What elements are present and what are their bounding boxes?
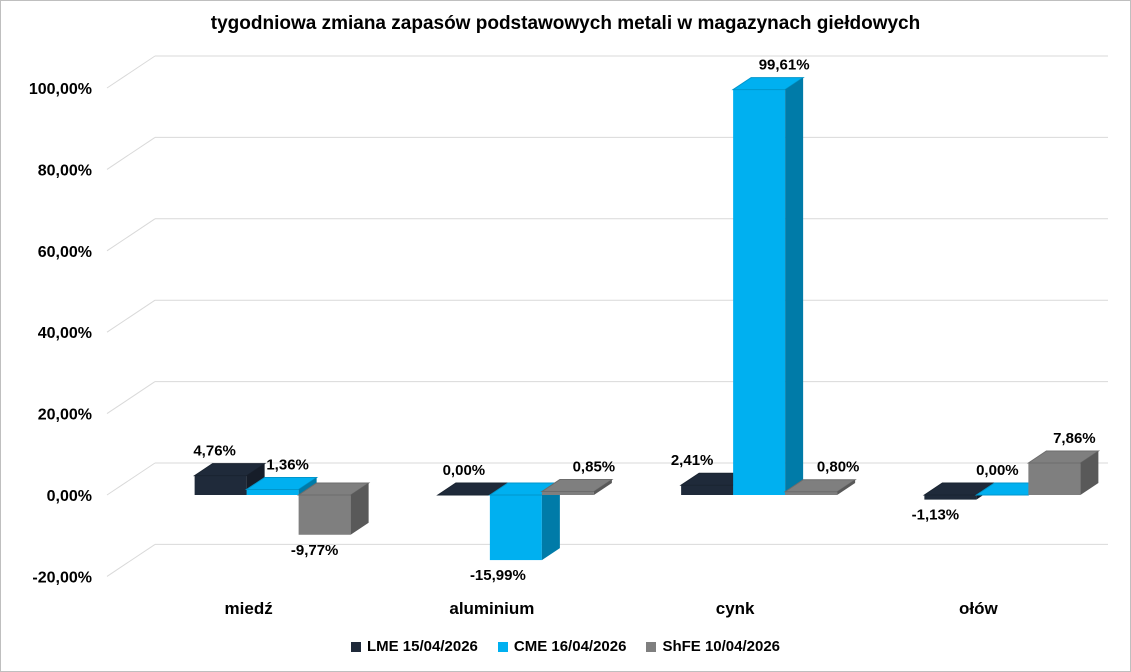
y-tick-label: 60,00% xyxy=(38,244,92,261)
x-category-label: ołów xyxy=(959,599,998,618)
legend-item-cme: CME 16/04/2026 xyxy=(497,638,627,655)
bar-side xyxy=(837,479,856,495)
data-label: -1,13% xyxy=(912,507,960,524)
data-label: -9,77% xyxy=(291,542,339,559)
gridline-slant xyxy=(106,55,156,89)
data-label: -15,99% xyxy=(470,567,526,584)
legend-label-cme: CME 16/04/2026 xyxy=(513,638,627,655)
data-label: 0,80% xyxy=(817,459,860,476)
legend-swatch-lme xyxy=(350,641,361,652)
bar xyxy=(298,495,351,535)
data-label: 0,00% xyxy=(976,462,1019,479)
bar-side xyxy=(1080,451,1099,495)
bar xyxy=(489,495,542,561)
chart-legend: LME 15/04/2026 CME 16/04/2026 ShFE 10/04… xyxy=(0,638,1131,655)
data-label: 0,85% xyxy=(573,459,616,476)
data-label: 0,00% xyxy=(443,462,486,479)
y-tick-label: 20,00% xyxy=(38,407,92,424)
bar xyxy=(733,89,786,495)
x-category-label: aluminium xyxy=(449,599,534,618)
bar-side xyxy=(541,483,560,561)
bar xyxy=(1028,463,1081,495)
bar-side xyxy=(593,479,612,495)
data-label: 4,76% xyxy=(193,443,236,460)
bar xyxy=(541,491,594,495)
legend-swatch-shfe xyxy=(646,641,657,652)
y-tick-label: -20,00% xyxy=(32,569,92,586)
bar xyxy=(924,495,977,500)
data-label: 99,61% xyxy=(759,57,810,74)
data-label: 2,41% xyxy=(671,452,714,469)
gridline-slant xyxy=(106,136,156,170)
x-category-label: miedź xyxy=(225,599,273,618)
gridline-slant xyxy=(106,462,156,496)
gridline-slant xyxy=(106,218,156,252)
bar-side xyxy=(785,77,804,495)
y-tick-label: 100,00% xyxy=(29,81,92,98)
legend-item-shfe: ShFE 10/04/2026 xyxy=(646,638,780,655)
y-tick-label: 80,00% xyxy=(38,162,92,179)
legend-label-shfe: ShFE 10/04/2026 xyxy=(662,638,781,655)
data-label: 1,36% xyxy=(266,456,309,473)
gridline-slant xyxy=(106,381,156,415)
legend-label-lme: LME 15/04/2026 xyxy=(366,638,478,655)
data-label: 7,86% xyxy=(1053,430,1096,447)
bar xyxy=(681,485,734,495)
gridline-slant xyxy=(106,299,156,333)
legend-swatch-cme xyxy=(497,641,508,652)
x-category-label: cynk xyxy=(716,599,755,618)
y-tick-label: 0,00% xyxy=(47,488,92,505)
bar xyxy=(785,491,838,495)
bar-side xyxy=(350,483,369,535)
bar xyxy=(246,489,299,495)
chart-title: tygodniowa zmiana zapasów podstawowych m… xyxy=(210,13,921,34)
legend-item-lme: LME 15/04/2026 xyxy=(350,638,478,655)
gridline-slant xyxy=(106,543,156,577)
bar xyxy=(194,475,247,495)
bar-side xyxy=(298,477,317,495)
y-tick-label: 40,00% xyxy=(38,325,92,342)
